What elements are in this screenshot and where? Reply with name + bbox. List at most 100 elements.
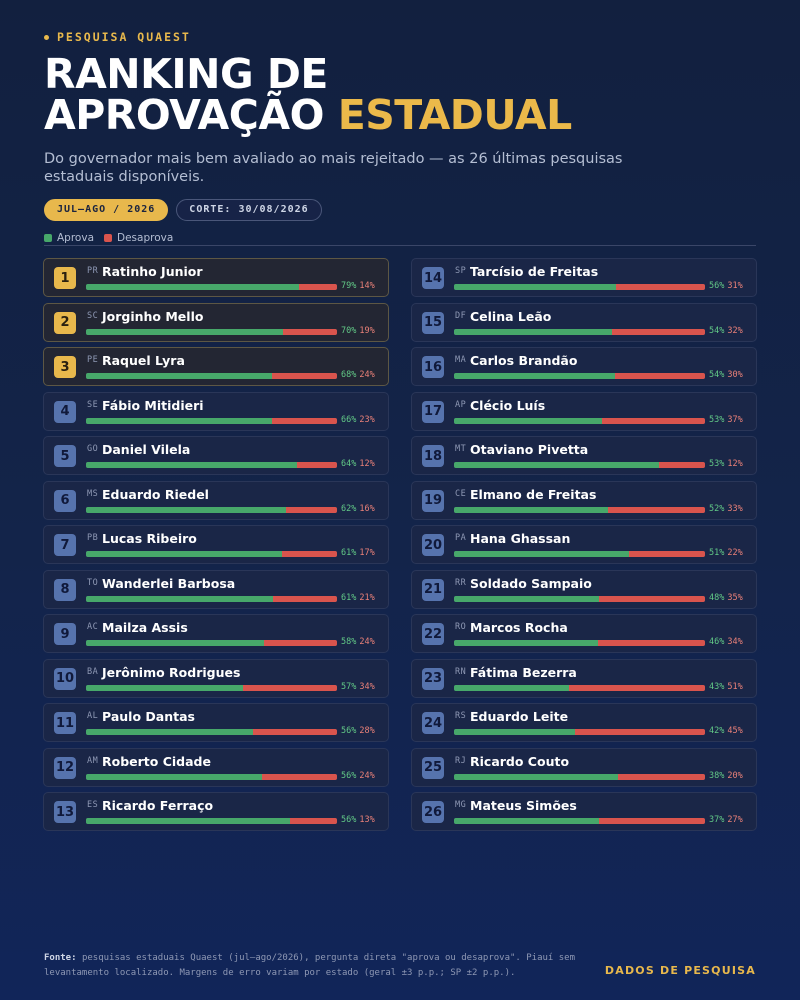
disapprove-percent: 24%: [359, 370, 375, 380]
disapprove-bar-segment: [607, 506, 705, 513]
governor-name: Paulo Dantas: [102, 709, 195, 724]
ranking-card: 22 RO Marcos Rocha 46% 34%: [411, 614, 757, 653]
state-code: PB: [87, 533, 99, 543]
eyebrow: PESQUISA QUAEST: [44, 30, 756, 44]
disapprove-percent: 31%: [727, 281, 743, 291]
state-code: RS: [455, 711, 467, 721]
approve-percent: 52%: [709, 503, 725, 514]
rank-badge: 22: [422, 623, 444, 645]
state-code: RJ: [455, 755, 467, 766]
ranking-card: 17 AP Clécio Luís 53% 37%: [411, 391, 757, 431]
rank-badge: 11: [54, 712, 76, 734]
governor-name: Mailza Assis: [102, 620, 188, 635]
approve-percent: 70%: [341, 325, 357, 336]
approve-bar-segment: [86, 417, 273, 424]
disapprove-swatch: [104, 234, 113, 242]
rank-badge: 15: [422, 311, 444, 334]
subtitle: Do governador mais bem avaliado ao mais …: [44, 151, 623, 185]
disapprove-bar-segment: [272, 417, 337, 424]
disapprove-bar-segment: [618, 773, 705, 780]
disapprove-bar-segment: [297, 462, 337, 468]
approve-bar-segment: [86, 729, 254, 735]
disapprove-percent: 24%: [359, 637, 375, 647]
state-code: CE: [455, 488, 467, 499]
approval-bar: [454, 462, 705, 468]
approve-percent: 54%: [709, 325, 725, 336]
rank-badge: 13: [54, 801, 76, 823]
ranking-card: 8 TO Wanderlei Barbosa 61% 21%: [43, 569, 389, 609]
approve-bar-segment: [454, 684, 569, 691]
approval-bar: [86, 684, 337, 691]
state-code: PR: [87, 266, 99, 276]
approval-bar: [86, 328, 337, 335]
approve-bar-segment: [86, 818, 290, 824]
approval-bar: [86, 373, 337, 379]
approve-bar-segment: [86, 773, 262, 780]
state-code: SP: [455, 266, 467, 276]
governor-name: Daniel Vilela: [102, 442, 191, 457]
approve-bar-segment: [86, 640, 264, 646]
governor-name: Tarcísio de Freitas: [470, 264, 599, 279]
approve-percent: 79%: [341, 281, 357, 291]
approve-percent: 56%: [341, 815, 357, 825]
percent-labels: 38% 20%: [709, 771, 743, 781]
governor-name: Raquel Lyra: [102, 353, 185, 368]
governor-name: Clécio Luís: [470, 397, 546, 413]
approve-bar-segment: [86, 462, 298, 468]
disapprove-percent: 35%: [727, 592, 743, 603]
percent-labels: 48% 35%: [709, 593, 743, 603]
disapprove-bar-segment: [261, 773, 337, 780]
disapprove-percent: 27%: [727, 815, 743, 825]
state-code: ES: [87, 800, 99, 810]
rank-badge: 5: [54, 445, 76, 467]
ranking-card: 21 RR Soldado Sampaio 48% 35%: [411, 569, 757, 609]
approval-bar: [454, 417, 705, 424]
approve-percent: 62%: [341, 503, 357, 514]
disapprove-percent: 24%: [359, 770, 375, 781]
approve-percent: 53%: [709, 459, 725, 469]
state-code: AM: [87, 755, 99, 766]
approve-swatch: [44, 234, 52, 242]
disapprove-percent: 13%: [359, 815, 375, 825]
disapprove-bar-segment: [243, 684, 337, 691]
disapprove-percent: 51%: [727, 681, 743, 692]
disapprove-percent: 22%: [727, 548, 743, 558]
approve-bar-segment: [86, 506, 286, 513]
approval-bar: [86, 462, 337, 468]
rank-badge: 24: [422, 712, 444, 734]
percent-labels: 56% 31%: [709, 281, 743, 291]
disapprove-bar-segment: [568, 684, 705, 691]
governor-name: Ricardo Couto: [470, 753, 570, 769]
approval-bar: [454, 551, 705, 557]
disapprove-bar-segment: [575, 729, 705, 735]
governor-name: Carlos Brandão: [470, 353, 578, 368]
approve-percent: 58%: [341, 637, 357, 647]
approve-percent: 53%: [709, 414, 725, 425]
rank-badge: 23: [422, 667, 444, 690]
state-code: MS: [87, 488, 99, 499]
approve-bar-segment: [454, 595, 600, 602]
ranking-card: 12 AM Roberto Cidade 56% 24%: [43, 747, 389, 787]
approve-bar-segment: [86, 284, 300, 290]
ranking-card: 26 MG Mateus Simões 37% 27%: [411, 792, 757, 831]
rank-badge: 17: [422, 400, 444, 423]
approval-bar: [86, 417, 337, 424]
disapprove-bar-segment: [299, 284, 337, 290]
percent-labels: 68% 24%: [341, 370, 375, 380]
state-code: RN: [455, 666, 467, 677]
approval-bar: [454, 506, 705, 513]
approval-bar: [86, 640, 337, 646]
rank-badge: 4: [54, 400, 76, 423]
approval-bar: [86, 506, 337, 513]
approval-bar: [454, 373, 705, 379]
approve-percent: 37%: [709, 815, 725, 825]
ranking-card: 10 BA Jerônimo Rodrigues 57% 34%: [43, 658, 389, 698]
legend: Aprova Desaprova: [44, 232, 756, 244]
percent-labels: 53% 37%: [709, 415, 743, 425]
approve-percent: 56%: [341, 726, 357, 736]
ranking-card: 11 AL Paulo Dantas 56% 28%: [43, 703, 389, 742]
percent-labels: 37% 27%: [709, 815, 743, 825]
approve-percent: 64%: [341, 459, 357, 469]
disapprove-bar-segment: [598, 640, 705, 646]
approve-bar-segment: [454, 373, 616, 379]
